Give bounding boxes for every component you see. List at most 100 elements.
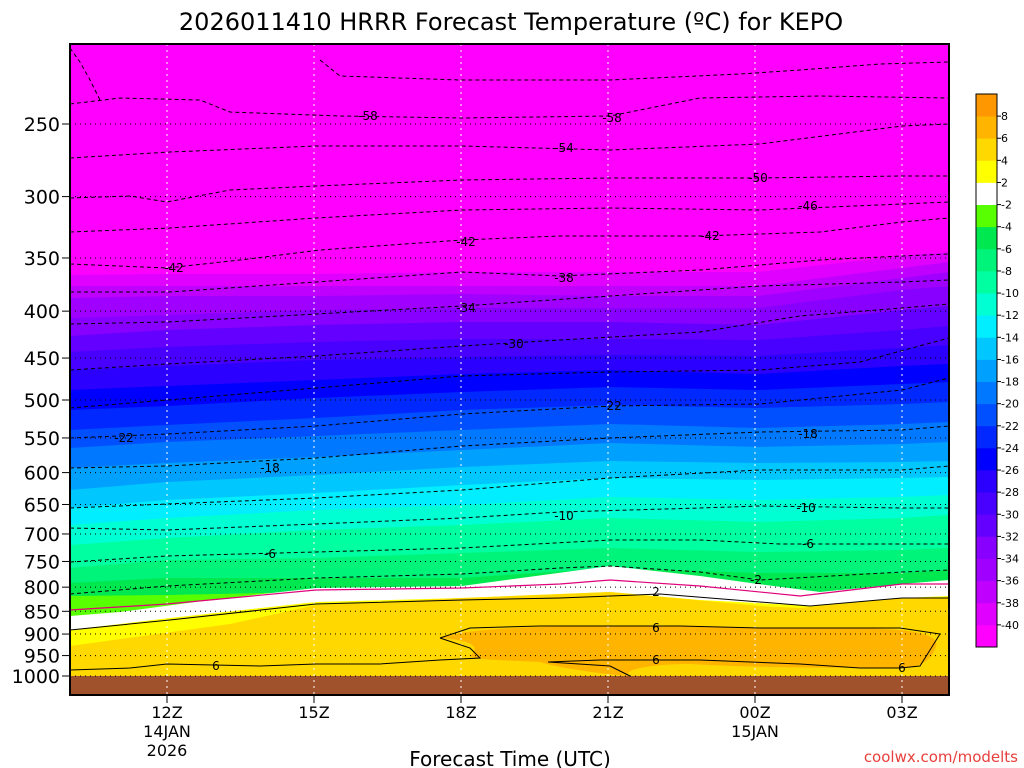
contour-label: -50 [748, 171, 768, 185]
contour-label: -2 [750, 573, 762, 587]
contour-label: -54 [554, 141, 574, 155]
plot-frame [69, 43, 950, 696]
contour-pos6-lower [547, 659, 900, 669]
ground-layer [70, 676, 949, 695]
colorbar-label: -36 [1001, 575, 1019, 588]
colorbar-swatch [976, 403, 997, 427]
contour-label: 6 [898, 661, 906, 675]
colorbar-swatch [976, 337, 997, 360]
contour-neg30 [69, 303, 950, 371]
contour-label: -42 [164, 261, 184, 275]
x-tick-label: 21Z [592, 703, 623, 722]
colorbar-label: -26 [1001, 464, 1019, 477]
contour-label: -10 [796, 501, 816, 515]
colorbar-swatch [976, 470, 997, 493]
colorbar-label: -38 [1001, 597, 1019, 610]
temperature-contours [69, 47, 950, 677]
colorbar-swatch [976, 381, 997, 405]
colorbar-swatch [976, 204, 997, 228]
contour-label: 6 [652, 621, 660, 635]
colorbar-swatch [976, 536, 997, 559]
colorbar-swatch [976, 447, 997, 471]
y-tick-label: 850 [24, 601, 60, 623]
contour-label: -18 [260, 461, 280, 475]
contour-neg58b [69, 47, 101, 101]
colorbar: -40-38-36-34-32-30-28-26-24-22-20-18-16-… [975, 93, 1019, 648]
colorbar-label: -24 [1001, 442, 1019, 455]
contour-label: -10 [554, 509, 574, 523]
x-tick-label: 18Z [445, 703, 476, 722]
contour-neg6 [69, 539, 949, 563]
contour-label: -38 [554, 271, 574, 285]
y-tick-label: 1000 [12, 666, 60, 688]
colorbar-swatch [976, 425, 997, 449]
colorbar-label: 4 [1001, 154, 1008, 167]
ground-fill [70, 676, 949, 695]
colorbar-label: -10 [1001, 287, 1019, 300]
contour-labels: -58 -58-54-50-46-42-42 -42-38-34-30-22-22-… [114, 109, 906, 675]
y-tick-label: 550 [24, 428, 60, 450]
colorbar-label: -20 [1001, 398, 1019, 411]
contour-neg22 [69, 377, 950, 439]
contour-label: -34 [456, 301, 476, 315]
colorbar-label: -30 [1001, 508, 1019, 521]
colorbar-swatch [976, 602, 997, 626]
colorbar-label: -12 [1001, 309, 1019, 322]
colorbar-swatch [976, 293, 997, 316]
colorbar-label: -2 [1001, 199, 1012, 212]
contour-neg34 [69, 279, 950, 325]
chart-title: 2026011410 HRRR Forecast Temperature (ºC… [179, 8, 843, 36]
colorbar-label: -16 [1001, 353, 1019, 366]
colorbar-swatch [976, 138, 997, 161]
colorbar-label: 6 [1001, 132, 1008, 145]
contour-label: -18 [798, 427, 818, 441]
y-tick-label: 600 [24, 463, 60, 485]
colorbar-label: -28 [1001, 486, 1019, 499]
contour-neg38 [70, 253, 950, 293]
contour-label: -46 [798, 199, 818, 213]
colorbar-label: -40 [1001, 619, 1019, 632]
colorbar-frame [975, 93, 998, 648]
colorbar-swatch [976, 580, 997, 604]
x-axis-label: Forecast Time (UTC) [409, 747, 611, 768]
y-tick-label: 750 [24, 551, 60, 573]
contour-zero [69, 579, 949, 611]
x-tick-label: 00Z [739, 703, 770, 722]
contour-label: -42 [700, 229, 720, 243]
y-tick-label: 350 [24, 248, 60, 270]
colorbar-swatch [976, 248, 997, 272]
colorbar-swatch [976, 359, 997, 382]
contour-neg50 [69, 175, 949, 203]
contour-neg26 [69, 337, 950, 409]
contour-neg58c [319, 59, 950, 81]
colorbar-swatch [976, 492, 997, 515]
contour-label: -42 [456, 235, 476, 249]
contour-neg42 [69, 217, 950, 269]
y-tick-label: 400 [24, 301, 60, 323]
colorbar-swatch [976, 315, 997, 338]
contour-label: 2 [652, 585, 660, 599]
colorbar-label: -6 [1001, 243, 1012, 256]
contour-neg18 [69, 425, 950, 469]
contour-pos2 [69, 593, 949, 631]
y-tick-label: 900 [24, 624, 60, 646]
contour-label: -30 [504, 337, 524, 351]
colorbar-swatch [976, 270, 997, 294]
colorbar-swatch [976, 624, 997, 648]
y-tick-label: 650 [24, 494, 60, 516]
x-tick-label: 14JAN [143, 722, 191, 741]
contour-label: -58 [358, 109, 378, 123]
colorbar-swatch [976, 116, 997, 139]
colorbar-label: -8 [1001, 265, 1012, 278]
contour-neg10 [69, 505, 949, 531]
contour-label: 6 [212, 659, 220, 673]
grid-lines [70, 44, 949, 695]
contour-pos6-upper [439, 625, 941, 669]
colorbar-label: 8 [1001, 110, 1008, 123]
colorbar-swatch [976, 226, 997, 250]
y-tick-label: 950 [24, 646, 60, 668]
x-tick-label: 15JAN [731, 722, 779, 741]
colorbar-label: -34 [1001, 553, 1019, 566]
